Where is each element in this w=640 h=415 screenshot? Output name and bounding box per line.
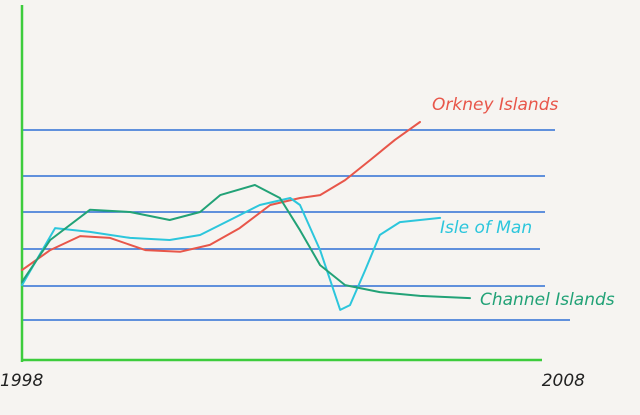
series-label: Isle of Man	[440, 218, 532, 238]
series-label: Orkney Islands	[432, 95, 558, 115]
series-line	[21, 184, 471, 300]
series-label: Channel Islands	[480, 290, 615, 310]
x-tick-label: 1998	[0, 371, 43, 391]
series-line	[21, 197, 442, 311]
x-tick-label: 2008	[542, 371, 585, 391]
series-line	[21, 121, 421, 272]
